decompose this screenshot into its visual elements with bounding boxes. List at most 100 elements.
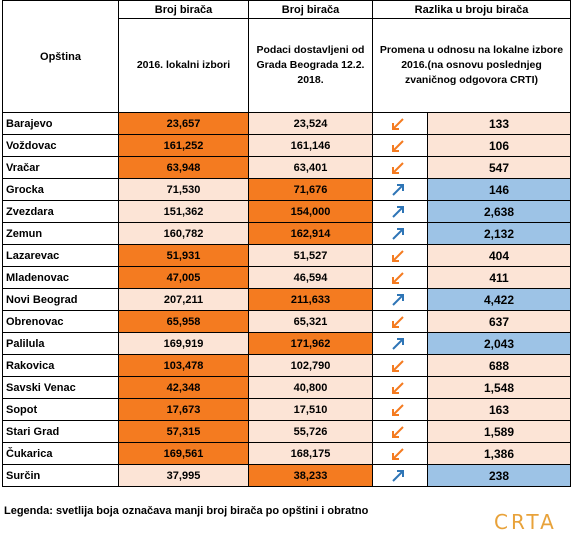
count-2018-cell: 65,321 xyxy=(248,310,373,333)
table-row: Zvezdara 151,362 154,000 2,638 xyxy=(2,200,572,223)
header-cell: Podaci dostavljeni od Grada Beograda 12.… xyxy=(248,18,373,113)
arrow-down xyxy=(392,381,404,394)
arrow-cell xyxy=(372,310,428,333)
count-2016-cell: 160,782 xyxy=(118,222,249,245)
arrow-shape xyxy=(392,205,404,218)
difference-cell: 2,043 xyxy=(426,332,572,355)
arrow-up xyxy=(392,337,404,350)
count-2016-cell: 161,252 xyxy=(118,134,249,157)
arrow-cell xyxy=(372,156,428,179)
count-2016-cell: 207,211 xyxy=(118,288,249,311)
municipality-cell: Obrenovac xyxy=(2,310,119,333)
table-row: Zemun 160,782 162,914 2,132 xyxy=(2,222,572,245)
arrow-shape xyxy=(392,139,404,152)
arrow-cell xyxy=(372,266,428,289)
arrow-up xyxy=(392,469,404,482)
arrow-shape xyxy=(392,381,404,394)
table-row: Surčin 37,995 38,233 238 xyxy=(2,464,572,487)
voter-table: Opština Broj birača Broj birača Razlika … xyxy=(2,0,572,487)
table-row: Voždovac 161,252 161,146 106 xyxy=(2,134,572,157)
count-2016-cell: 65,958 xyxy=(118,310,249,333)
table-row: Mladenovac 47,005 46,594 411 xyxy=(2,266,572,289)
table-row: Palilula 169,919 171,962 2,043 xyxy=(2,332,572,355)
arrow-cell xyxy=(372,332,428,355)
arrow-down xyxy=(392,139,404,152)
count-2016-cell: 23,657 xyxy=(118,112,249,135)
table-body: Barajevo 23,657 23,524 133 Voždovac 161,252 16… xyxy=(2,112,572,487)
arrow-shape xyxy=(392,293,404,306)
municipality-cell: Zemun xyxy=(2,222,119,245)
difference-cell: 146 xyxy=(426,178,572,201)
arrow-shape xyxy=(392,315,404,328)
logo: CRTA xyxy=(494,510,557,534)
table-row: Grocka 71,530 71,676 146 xyxy=(2,178,572,201)
arrow-shape xyxy=(392,117,404,130)
arrow-shape xyxy=(392,161,404,174)
count-2018-cell: 168,175 xyxy=(248,442,373,465)
municipality-cell: Palilula xyxy=(2,332,119,355)
arrow-shape xyxy=(392,227,404,240)
arrow-up xyxy=(392,205,404,218)
arrow-down xyxy=(392,447,404,460)
arrow-cell xyxy=(372,398,428,421)
table-row: Sopot 17,673 17,510 163 xyxy=(2,398,572,421)
difference-cell: 163 xyxy=(426,398,572,421)
count-2016-cell: 37,995 xyxy=(118,464,249,487)
count-2018-cell: 55,726 xyxy=(248,420,373,443)
header-municipality: Opština xyxy=(2,0,119,113)
arrow-cell xyxy=(372,112,428,135)
municipality-cell: Zvezdara xyxy=(2,200,119,223)
arrow-down xyxy=(392,315,404,328)
arrow-cell xyxy=(372,178,428,201)
count-2018-cell: 154,000 xyxy=(248,200,373,223)
difference-cell: 1,386 xyxy=(426,442,572,465)
count-2018-cell: 161,146 xyxy=(248,134,373,157)
arrow-down xyxy=(392,403,404,416)
difference-cell: 2,638 xyxy=(426,200,572,223)
arrow-shape xyxy=(392,447,404,460)
arrow-cell xyxy=(372,222,428,245)
municipality-cell: Čukarica xyxy=(2,442,119,465)
arrow-cell xyxy=(372,354,428,377)
count-2016-cell: 51,931 xyxy=(118,244,249,267)
count-2016-cell: 17,673 xyxy=(118,398,249,421)
table-row: Vračar 63,948 63,401 547 xyxy=(2,156,572,179)
count-2018-cell: 63,401 xyxy=(248,156,373,179)
arrow-cell xyxy=(372,288,428,311)
count-2018-cell: 46,594 xyxy=(248,266,373,289)
difference-cell: 106 xyxy=(426,134,572,157)
arrow-down xyxy=(392,271,404,284)
difference-cell: 4,422 xyxy=(426,288,572,311)
difference-cell: 404 xyxy=(426,244,572,267)
count-2018-cell: 71,676 xyxy=(248,178,373,201)
legend: Legenda: svetlija boja označava manji br… xyxy=(4,505,369,517)
arrow-up xyxy=(392,227,404,240)
table-row: Novi Beograd 207,211 211,633 4,422 xyxy=(2,288,572,311)
difference-cell: 688 xyxy=(426,354,572,377)
difference-cell: 1,589 xyxy=(426,420,572,443)
table-row: Rakovica 103,478 102,790 688 xyxy=(2,354,572,377)
municipality-cell: Grocka xyxy=(2,178,119,201)
count-2016-cell: 57,315 xyxy=(118,420,249,443)
municipality-cell: Vračar xyxy=(2,156,119,179)
count-2018-cell: 162,914 xyxy=(248,222,373,245)
count-2018-cell: 40,800 xyxy=(248,376,373,399)
arrow-shape xyxy=(392,403,404,416)
table-row: Barajevo 23,657 23,524 133 xyxy=(2,112,572,135)
count-2016-cell: 71,530 xyxy=(118,178,249,201)
arrow-up xyxy=(392,293,404,306)
count-2018-cell: 23,524 xyxy=(248,112,373,135)
header-cell: Promena u odnosu na lokalne izbore 2016.… xyxy=(371,18,572,113)
municipality-cell: Rakovica xyxy=(2,354,119,377)
municipality-cell: Stari Grad xyxy=(2,420,119,443)
arrow-cell xyxy=(372,200,428,223)
count-2018-cell: 38,233 xyxy=(248,464,373,487)
arrow-down xyxy=(392,161,404,174)
arrow-down xyxy=(392,425,404,438)
arrow-shape xyxy=(392,469,404,482)
arrow-shape xyxy=(392,425,404,438)
header-group: Razlika u broju birača xyxy=(371,0,572,19)
difference-cell: 1,548 xyxy=(426,376,572,399)
count-2018-cell: 171,962 xyxy=(248,332,373,355)
